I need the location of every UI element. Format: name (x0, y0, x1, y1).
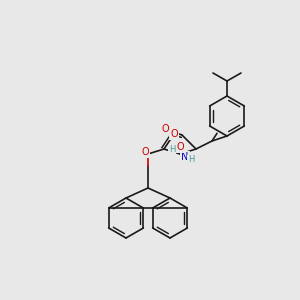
Text: H: H (169, 146, 175, 154)
Text: O: O (176, 142, 184, 152)
Text: O: O (170, 129, 178, 139)
Text: H: H (188, 155, 194, 164)
Text: O: O (161, 124, 169, 134)
Text: N: N (181, 152, 189, 162)
Text: O: O (141, 147, 149, 157)
